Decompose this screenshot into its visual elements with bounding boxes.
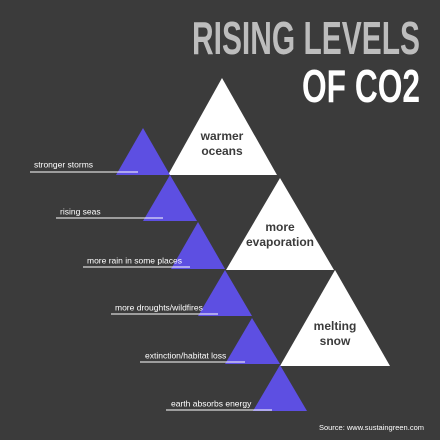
effect-triangle — [171, 222, 225, 269]
cause-label: melting — [314, 319, 357, 333]
effect-triangle — [198, 270, 252, 316]
cause-label: evaporation — [246, 235, 314, 249]
cause-label: snow — [320, 334, 351, 348]
title-line: OF CO2 — [302, 60, 420, 112]
cause-triangle — [226, 178, 334, 270]
cause-label: warmer — [200, 129, 244, 143]
effect-label: more droughts/wildfires — [115, 302, 203, 312]
cause-label: oceans — [201, 144, 243, 158]
title-line: RISING LEVELS — [192, 12, 420, 64]
effect-label: stronger storms — [34, 159, 93, 169]
cause-triangle — [168, 78, 277, 175]
source: Source: www.sustaingreen.com — [319, 423, 424, 432]
effect-label: earth absorbs energy — [171, 398, 252, 408]
effect-label: rising seas — [60, 206, 101, 216]
effect-triangle — [225, 318, 280, 364]
cause-triangle — [280, 270, 390, 366]
effect-triangle — [253, 365, 307, 411]
effect-triangle — [143, 175, 197, 221]
cause-label: more — [265, 220, 295, 234]
effect-label: more rain in some places — [87, 255, 182, 265]
effect-label: extinction/habitat loss — [145, 350, 226, 360]
effect-triangle — [116, 128, 170, 175]
